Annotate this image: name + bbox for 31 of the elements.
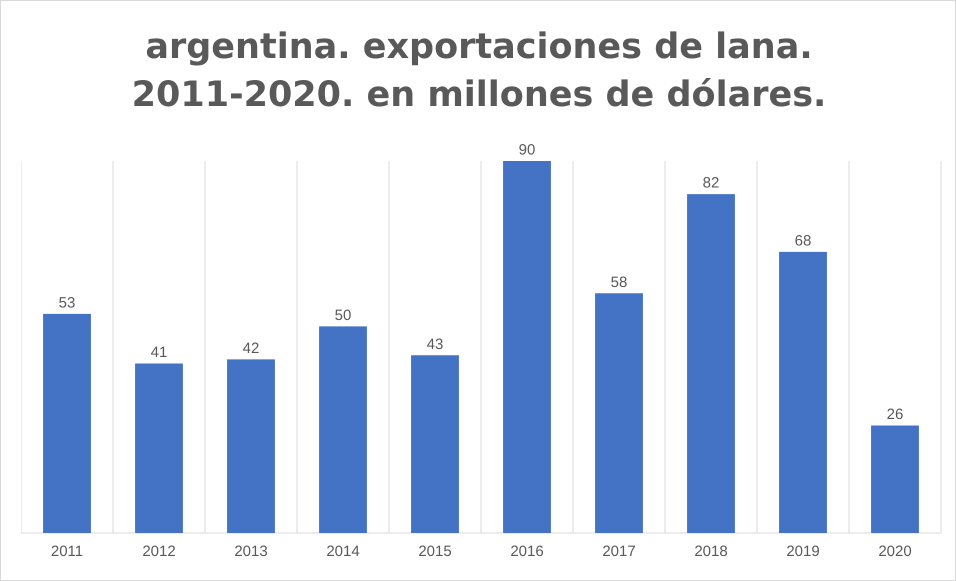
x-tick-label: 2011 bbox=[50, 543, 84, 560]
x-tick-label: 2013 bbox=[234, 543, 268, 560]
x-tick-label: 2012 bbox=[142, 543, 176, 560]
x-tick-label: 2015 bbox=[418, 543, 452, 560]
bar bbox=[411, 355, 459, 533]
data-label: 58 bbox=[610, 274, 628, 291]
x-tick-label: 2014 bbox=[326, 543, 360, 560]
data-label: 82 bbox=[702, 174, 720, 192]
x-tick-label: 2016 bbox=[510, 543, 544, 560]
bar bbox=[319, 326, 367, 533]
chart-title: argentina. exportaciones de lana. 2011-2020. en millones de dólares. bbox=[130, 26, 828, 117]
bar bbox=[871, 426, 919, 533]
x-tick-label: 2017 bbox=[602, 543, 636, 560]
bar bbox=[779, 252, 827, 533]
bar bbox=[227, 359, 275, 533]
data-label: 50 bbox=[334, 306, 352, 324]
data-label: 90 bbox=[518, 142, 536, 159]
data-label: 43 bbox=[426, 336, 444, 353]
data-label: 53 bbox=[58, 294, 76, 312]
x-tick-label: 2019 bbox=[786, 543, 820, 560]
data-label: 42 bbox=[242, 340, 260, 358]
bar bbox=[595, 293, 643, 533]
bar bbox=[135, 364, 183, 533]
bar bbox=[503, 161, 551, 533]
x-tick-label: 2018 bbox=[694, 543, 728, 560]
bar bbox=[43, 314, 91, 533]
bar bbox=[687, 194, 735, 533]
data-label: 41 bbox=[150, 344, 168, 362]
data-label: 68 bbox=[794, 232, 812, 250]
data-label: 26 bbox=[886, 406, 904, 424]
x-tick-label: 2020 bbox=[878, 543, 912, 560]
